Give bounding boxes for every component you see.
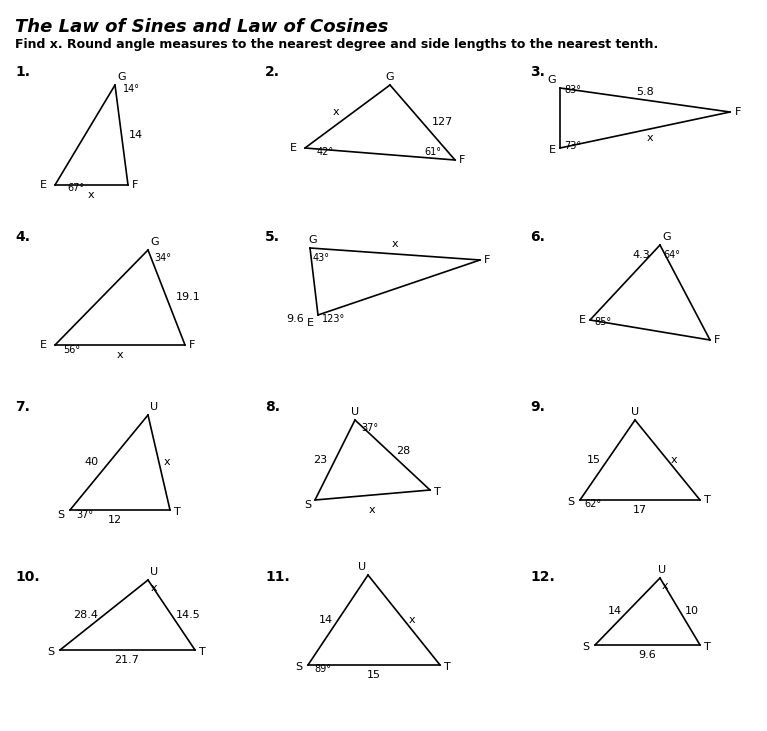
- Text: 28.4: 28.4: [73, 610, 98, 620]
- Text: x: x: [164, 457, 170, 467]
- Text: x: x: [87, 190, 94, 200]
- Text: Find x. Round angle measures to the nearest degree and side lengths to the neare: Find x. Round angle measures to the near…: [15, 38, 658, 51]
- Text: U: U: [658, 565, 666, 575]
- Text: E: E: [549, 145, 556, 155]
- Text: 34°: 34°: [154, 253, 171, 263]
- Text: 2.: 2.: [265, 65, 280, 79]
- Text: 9.6: 9.6: [286, 314, 304, 324]
- Text: T: T: [174, 507, 181, 517]
- Text: G: G: [548, 75, 556, 85]
- Text: S: S: [567, 497, 574, 507]
- Text: T: T: [704, 642, 711, 652]
- Text: 23: 23: [313, 455, 327, 465]
- Text: E: E: [290, 143, 297, 153]
- Text: 5.8: 5.8: [636, 87, 654, 97]
- Text: S: S: [57, 510, 64, 520]
- Text: x: x: [662, 581, 669, 591]
- Text: 64°: 64°: [663, 250, 680, 260]
- Text: 7.: 7.: [15, 400, 30, 414]
- Text: x: x: [671, 455, 677, 465]
- Text: F: F: [714, 335, 720, 345]
- Text: U: U: [150, 567, 158, 577]
- Text: 15: 15: [367, 670, 381, 680]
- Text: F: F: [132, 180, 138, 190]
- Text: x: x: [647, 133, 653, 143]
- Text: 19.1: 19.1: [176, 292, 201, 302]
- Text: 3.: 3.: [530, 65, 545, 79]
- Text: 17: 17: [633, 505, 647, 515]
- Text: U: U: [150, 402, 158, 412]
- Text: S: S: [47, 647, 54, 657]
- Text: 14.5: 14.5: [176, 610, 201, 620]
- Text: E: E: [307, 318, 314, 328]
- Text: F: F: [484, 255, 490, 265]
- Text: 42°: 42°: [317, 147, 334, 157]
- Text: 37°: 37°: [76, 510, 93, 520]
- Text: x: x: [409, 615, 416, 625]
- Text: 21.7: 21.7: [114, 655, 140, 665]
- Text: 4.3: 4.3: [632, 250, 650, 260]
- Text: F: F: [189, 340, 196, 350]
- Text: 61°: 61°: [424, 147, 441, 157]
- Text: x: x: [151, 583, 158, 593]
- Text: x: x: [117, 350, 123, 360]
- Text: 4.: 4.: [15, 230, 30, 244]
- Text: 43°: 43°: [313, 253, 330, 263]
- Text: G: G: [117, 72, 126, 82]
- Text: 85°: 85°: [594, 317, 611, 327]
- Text: 89°: 89°: [314, 664, 331, 674]
- Text: S: S: [304, 500, 311, 510]
- Text: 37°: 37°: [361, 423, 378, 433]
- Text: 14: 14: [129, 130, 143, 140]
- Text: 11.: 11.: [265, 570, 290, 584]
- Text: 12.: 12.: [530, 570, 555, 584]
- Text: 9.6: 9.6: [638, 650, 656, 660]
- Text: F: F: [735, 107, 742, 117]
- Text: T: T: [434, 487, 441, 497]
- Text: U: U: [351, 407, 359, 417]
- Text: 10.: 10.: [15, 570, 40, 584]
- Text: G: G: [150, 237, 159, 247]
- Text: 15: 15: [587, 455, 601, 465]
- Text: S: S: [295, 662, 302, 672]
- Text: 67°: 67°: [67, 183, 84, 193]
- Text: G: G: [308, 235, 317, 245]
- Text: G: G: [386, 72, 394, 82]
- Text: 6.: 6.: [530, 230, 545, 244]
- Text: U: U: [631, 407, 639, 417]
- Text: 28: 28: [396, 446, 410, 456]
- Text: E: E: [40, 180, 47, 190]
- Text: 14: 14: [608, 606, 622, 616]
- Text: F: F: [459, 155, 466, 165]
- Text: 9.: 9.: [530, 400, 545, 414]
- Text: 40: 40: [85, 457, 99, 467]
- Text: x: x: [392, 239, 398, 249]
- Text: 1.: 1.: [15, 65, 30, 79]
- Text: x: x: [369, 505, 375, 515]
- Text: T: T: [199, 647, 206, 657]
- Text: The Law of Sines and Law of Cosines: The Law of Sines and Law of Cosines: [15, 18, 388, 36]
- Text: 14°: 14°: [123, 84, 140, 94]
- Text: T: T: [704, 495, 711, 505]
- Text: x: x: [332, 107, 339, 117]
- Text: 56°: 56°: [63, 345, 80, 355]
- Text: 73°: 73°: [564, 141, 581, 151]
- Text: 83°: 83°: [564, 85, 581, 95]
- Text: 127: 127: [432, 117, 453, 127]
- Text: 62°: 62°: [584, 499, 601, 509]
- Text: G: G: [662, 232, 670, 242]
- Text: 14: 14: [319, 615, 333, 625]
- Text: T: T: [444, 662, 451, 672]
- Text: 12: 12: [108, 515, 122, 525]
- Text: U: U: [358, 562, 366, 572]
- Text: E: E: [579, 315, 586, 325]
- Text: 5.: 5.: [265, 230, 280, 244]
- Text: 10: 10: [685, 606, 699, 616]
- Text: 8.: 8.: [265, 400, 280, 414]
- Text: S: S: [582, 642, 589, 652]
- Text: E: E: [40, 340, 47, 350]
- Text: 123°: 123°: [322, 314, 345, 324]
